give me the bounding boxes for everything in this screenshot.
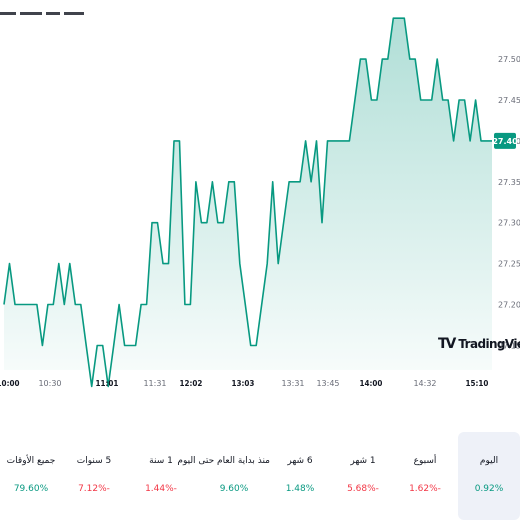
x-tick-label: 14:00 <box>360 379 383 388</box>
performance-tab[interactable]: 5 سنوات 7.12%- <box>62 432 126 520</box>
y-tick-label: 27.25 <box>498 260 520 269</box>
y-tick-label: 27.50 <box>498 55 520 64</box>
y-tick-label: 27.15 <box>498 342 520 351</box>
performance-value: 0.92% <box>474 484 504 494</box>
performance-period-label: 6 شهر <box>287 456 313 466</box>
x-tick-label: 11:31 <box>143 379 166 388</box>
x-tick-label: 13:31 <box>281 379 304 388</box>
performance-bar: اليوم 0.92% أسبوع 1.62%- 1 شهر 5.68%- 6 شهر 1.4… <box>0 432 520 520</box>
performance-value: 9.60% <box>219 484 249 494</box>
performance-value: 79.60% <box>13 484 49 494</box>
performance-period-label: 1 سنة <box>149 456 173 466</box>
performance-tab[interactable]: أسبوع 1.62%- <box>394 432 456 520</box>
performance-value: 1.62%- <box>409 484 441 494</box>
price-line[interactable] <box>3 17 492 388</box>
tradingview-logo-icon: TV <box>438 336 456 352</box>
x-tick-label: 13:45 <box>316 379 339 388</box>
performance-period-label: 1 شهر <box>350 456 376 466</box>
y-tick-label: 27.20 <box>498 301 520 310</box>
performance-period-label: اليوم <box>479 456 499 466</box>
performance-period-label: منذ بداية العام حتى اليوم <box>177 456 270 466</box>
x-tick-label: 10:00 <box>0 379 19 388</box>
y-tick-label: 27.35 <box>498 178 520 187</box>
performance-tab[interactable]: جميع الأوقات 79.60% <box>0 432 62 520</box>
performance-value: 1.48% <box>285 484 315 494</box>
x-tick-label: 14:32 <box>413 379 436 388</box>
x-tick-label: 10:30 <box>38 379 61 388</box>
performance-period-label: أسبوع <box>413 456 437 466</box>
performance-tab[interactable]: منذ بداية العام حتى اليوم 9.60% <box>177 432 270 520</box>
performance-tab[interactable]: 1 سنة 1.44%- <box>128 432 194 520</box>
top-cut-text <box>0 0 120 15</box>
tradingview-watermark[interactable]: TV TradingView <box>438 335 520 353</box>
performance-value: 7.12%- <box>78 484 110 494</box>
performance-period-label: جميع الأوقات <box>6 456 56 466</box>
x-tick-label: 15:10 <box>466 379 489 388</box>
chart-svg[interactable]: 27.50 27.45 27.40 27.35 27.30 27.25 27.20 27.15… <box>0 0 520 400</box>
x-tick-label: 11:01 <box>96 379 119 388</box>
performance-value: 1.44%- <box>145 484 177 494</box>
y-tick-label: 27.45 <box>498 96 520 105</box>
performance-tab[interactable]: اليوم 0.92% <box>458 432 520 520</box>
y-tick-label: 27.30 <box>498 219 520 228</box>
tradingview-wordmark: TradingView <box>458 337 520 351</box>
performance-tab[interactable]: 1 شهر 5.68%- <box>332 432 394 520</box>
x-tick-label: 12:02 <box>180 379 203 388</box>
price-chart[interactable]: 27.50 27.45 27.40 27.35 27.30 27.25 27.20 27.15… <box>0 0 520 400</box>
last-price-tag <box>494 132 516 149</box>
performance-value: 5.68%- <box>347 484 379 494</box>
x-tick-label: 13:03 <box>232 379 255 388</box>
last-price-label: 27.40 <box>492 137 518 146</box>
price-area-fill <box>4 18 492 387</box>
performance-period-label: 5 سنوات <box>76 456 112 466</box>
performance-tab[interactable]: 6 شهر 1.48% <box>267 432 333 520</box>
